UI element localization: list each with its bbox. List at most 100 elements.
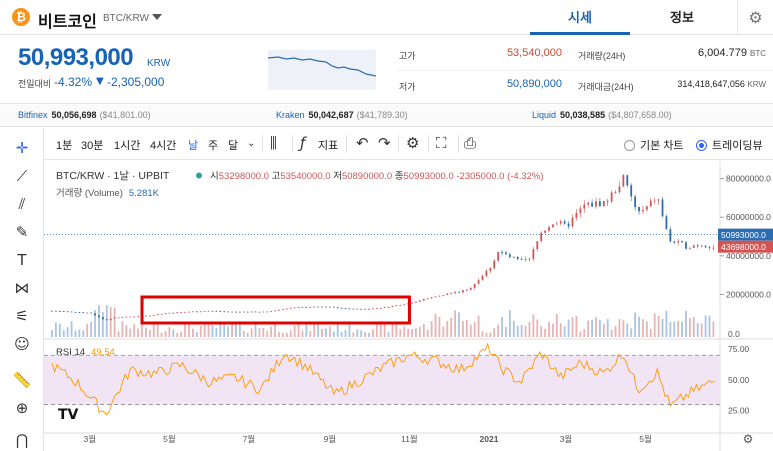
interval-30m[interactable]: 30분 xyxy=(81,140,104,152)
volume-bar xyxy=(548,322,550,337)
candle-body xyxy=(301,307,304,308)
volume-bar xyxy=(665,310,668,337)
chevron-down-icon[interactable]: ⌄ xyxy=(247,138,256,149)
exchange-liquid[interactable]: Liquid 50,038,585 ($4,807,658.00) xyxy=(532,110,672,120)
volume-bar xyxy=(332,331,335,337)
tab-info[interactable]: 정보 xyxy=(670,10,694,25)
fullscreen-icon[interactable]: ⛶ xyxy=(436,134,447,152)
candle-body xyxy=(309,307,312,308)
interval-1h[interactable]: 1시간 xyxy=(114,140,141,152)
magnet-icon[interactable]: ⋂ xyxy=(15,431,29,449)
volume-bar xyxy=(704,315,707,337)
candle-body xyxy=(555,223,558,225)
fib-icon[interactable]: ⫽ xyxy=(18,195,26,213)
chevron-down-icon[interactable] xyxy=(152,14,162,20)
volume-bar xyxy=(238,321,241,337)
candlestick-icon[interactable]: ⫼ xyxy=(270,134,277,152)
zoom-in-icon[interactable]: ⊕ xyxy=(15,399,29,417)
candle-body xyxy=(145,315,147,317)
interval-day[interactable]: 날 xyxy=(188,140,199,152)
candle-body xyxy=(278,309,280,311)
candle-body xyxy=(82,312,85,314)
volume-bar xyxy=(583,329,586,337)
candle-body xyxy=(372,308,374,310)
candle-body xyxy=(696,245,699,247)
candle-body xyxy=(332,306,335,308)
candle-body xyxy=(78,312,81,314)
rsi-line xyxy=(51,342,715,416)
candle-body xyxy=(536,241,539,250)
crosshair-icon[interactable]: ✛ xyxy=(15,139,29,157)
candle-body xyxy=(195,311,198,313)
volume-bar xyxy=(133,324,136,337)
volume-bar xyxy=(700,323,703,337)
volume-bar xyxy=(152,324,155,337)
volume-bar xyxy=(399,329,402,337)
candle-body xyxy=(438,295,441,297)
candle-body xyxy=(395,305,398,307)
volume-bar xyxy=(145,327,147,337)
rsi-panel: RSI 14 49.54 TV xyxy=(44,342,720,423)
gear-icon[interactable]: ⚙ xyxy=(406,134,420,152)
volume-bar xyxy=(180,331,183,337)
marker-price-label-bg xyxy=(718,240,773,253)
divider xyxy=(262,135,263,153)
interval-4h[interactable]: 4시간 xyxy=(150,140,177,152)
interval-week[interactable]: 주 xyxy=(208,140,219,152)
volume-bar xyxy=(231,323,233,337)
camera-icon[interactable]: ⎙ xyxy=(464,134,477,152)
redo-icon[interactable]: ↷ xyxy=(378,134,391,152)
interval-month[interactable]: 달 xyxy=(228,140,239,152)
candle-body xyxy=(293,307,296,309)
brush-icon[interactable]: ✎ xyxy=(15,223,29,241)
volume-bar xyxy=(689,317,691,337)
candle-body xyxy=(591,202,593,207)
volume-bar xyxy=(512,320,515,337)
candle-body xyxy=(587,202,590,205)
volume-bar xyxy=(125,325,128,337)
chart-grid xyxy=(44,161,773,451)
interval-1m[interactable]: 1분 xyxy=(56,140,73,152)
volume-bar xyxy=(450,318,453,337)
exchange-kraken[interactable]: Kraken 50,042,687 ($41,789.30) xyxy=(276,110,408,120)
trend-line-icon[interactable]: ⟋ xyxy=(16,167,28,185)
volume-bar xyxy=(55,322,57,337)
tab-market[interactable]: 시세 xyxy=(530,0,630,35)
function-icon[interactable]: ƒ xyxy=(300,134,306,152)
volume-bar xyxy=(113,307,116,337)
candle-body xyxy=(454,291,456,293)
exchange-bitfinex[interactable]: Bitfinex 50,056,698 ($41,801.00) xyxy=(18,110,151,120)
candle-body xyxy=(563,221,566,224)
price-chart[interactable]: RSI 14 49.54 TV 80000000.0 60000000.0 400000… xyxy=(44,161,773,451)
emoji-icon[interactable]: ☺ xyxy=(14,335,30,353)
y-tick-label: 80000000.0 xyxy=(726,174,771,184)
gear-icon[interactable]: ⚙ xyxy=(737,0,773,35)
volume-bar xyxy=(101,311,104,337)
candle-body xyxy=(164,313,167,315)
candle-body xyxy=(548,227,550,231)
volume-bar xyxy=(642,319,644,337)
ruler-icon[interactable]: 📏 xyxy=(12,371,32,389)
volume-bar xyxy=(540,326,543,337)
candle-body xyxy=(297,307,300,308)
exchange-price: 50,038,585 xyxy=(560,110,606,120)
x-tick-label: 5월 xyxy=(639,434,652,444)
candle-body xyxy=(614,192,617,193)
volume-bar xyxy=(293,325,296,337)
candle-body xyxy=(473,283,476,288)
volume-bar xyxy=(563,326,566,337)
pattern-icon[interactable]: ⋈ xyxy=(14,279,30,297)
prediction-icon[interactable]: ⚟ xyxy=(15,307,29,325)
text-icon[interactable]: T xyxy=(17,251,27,269)
basic-chart-option[interactable]: 기본 차트 xyxy=(624,137,684,153)
tradingview-option[interactable]: 트레이딩뷰 xyxy=(696,137,763,153)
chart-area[interactable]: RSI 14 49.54 TV 80000000.0 60000000.0 400000… xyxy=(44,161,773,451)
indicators-button[interactable]: 지표 xyxy=(318,140,339,152)
candle-body xyxy=(176,312,179,313)
candle-body xyxy=(692,245,695,248)
volume-bar xyxy=(418,326,421,337)
candle-body xyxy=(262,311,265,313)
volume-bar xyxy=(618,318,621,337)
rsi-tick-label: 25.00 xyxy=(728,406,750,416)
undo-icon[interactable]: ↶ xyxy=(356,134,369,152)
